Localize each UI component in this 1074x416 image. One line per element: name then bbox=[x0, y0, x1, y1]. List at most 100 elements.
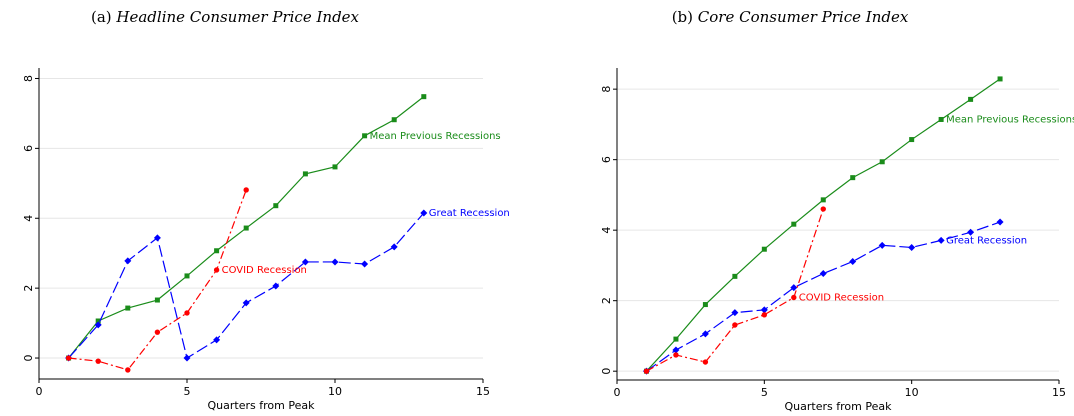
circle-marker bbox=[761, 312, 768, 318]
square-marker bbox=[791, 221, 797, 227]
title-text: Core Consumer Price Index bbox=[698, 8, 909, 26]
y-tick-label: 0 bbox=[600, 368, 613, 375]
circle-marker bbox=[702, 359, 709, 365]
diamond-marker bbox=[124, 257, 132, 265]
series-line bbox=[68, 189, 247, 371]
title-text: Headline Consumer Price Index bbox=[115, 8, 359, 26]
diamond-marker bbox=[272, 282, 280, 290]
diamond-marker bbox=[672, 346, 680, 354]
circle-marker bbox=[673, 352, 679, 358]
series-label: Great Recession bbox=[946, 235, 1027, 246]
square-marker bbox=[332, 164, 338, 170]
chart-panel: (a) Headline Consumer Price Index 0 2 4 6 8 0 5… bbox=[22, 8, 510, 412]
y-tick-label: 6 bbox=[600, 156, 613, 163]
diamond-marker bbox=[760, 306, 768, 314]
diamond-marker bbox=[908, 243, 916, 251]
y-tick-label: 0 bbox=[22, 355, 35, 362]
diamond-marker bbox=[701, 330, 709, 338]
y-tick-label: 2 bbox=[22, 285, 35, 292]
diamond-marker bbox=[213, 336, 221, 344]
circle-marker bbox=[791, 294, 797, 301]
x-tick-label: 10 bbox=[328, 385, 342, 398]
circle-marker bbox=[125, 367, 131, 373]
x-tick-label: 5 bbox=[761, 386, 768, 399]
series-label: Mean Previous Recessions bbox=[370, 131, 501, 142]
square-marker bbox=[968, 96, 974, 102]
y-tick-label: 6 bbox=[22, 145, 35, 152]
square-marker bbox=[850, 175, 856, 181]
series-line bbox=[68, 212, 425, 359]
square-marker bbox=[820, 197, 826, 203]
square-marker bbox=[702, 302, 708, 308]
square-marker bbox=[95, 318, 101, 324]
square-marker bbox=[362, 133, 368, 139]
diamond-marker bbox=[731, 309, 739, 317]
square-marker bbox=[214, 248, 220, 254]
diamond-marker bbox=[94, 321, 102, 329]
series-label: Great Recession bbox=[429, 208, 510, 219]
y-tick-label: 4 bbox=[600, 227, 613, 234]
square-marker bbox=[761, 246, 767, 252]
series-label: COVID Recession bbox=[799, 293, 884, 304]
diamond-marker bbox=[390, 243, 398, 251]
y-tick-label: 8 bbox=[22, 75, 35, 82]
diamond-marker bbox=[849, 258, 857, 266]
diamond-marker bbox=[361, 260, 369, 268]
diamond-marker bbox=[819, 270, 827, 278]
series-label: Mean Previous Recessions bbox=[946, 114, 1074, 125]
square-marker bbox=[879, 159, 885, 165]
x-tick-label: 15 bbox=[476, 385, 490, 398]
diamond-marker bbox=[937, 236, 945, 244]
square-marker bbox=[273, 203, 279, 209]
square-marker bbox=[732, 273, 738, 279]
circle-marker bbox=[213, 267, 220, 273]
diamond-marker bbox=[153, 234, 161, 242]
square-marker bbox=[184, 273, 190, 279]
square-marker bbox=[673, 336, 679, 342]
diamond-marker bbox=[996, 218, 1004, 226]
circle-marker bbox=[820, 206, 826, 212]
diamond-marker bbox=[878, 241, 886, 249]
diamond-marker bbox=[967, 228, 975, 236]
x-axis-label: Quarters from Peak bbox=[208, 399, 316, 412]
square-marker bbox=[154, 297, 160, 303]
chart-panel: (b) Core Consumer Price Index 0 2 4 6 8 0 5 10 15… bbox=[600, 8, 1074, 413]
square-marker bbox=[938, 116, 944, 122]
square-marker bbox=[302, 171, 308, 177]
square-marker bbox=[391, 117, 397, 123]
x-tick-label: 0 bbox=[614, 386, 621, 399]
diamond-marker bbox=[790, 284, 798, 292]
panel-label: (a) bbox=[91, 8, 112, 26]
x-tick-label: 0 bbox=[36, 385, 43, 398]
square-marker bbox=[421, 94, 427, 100]
series-label: COVID Recession bbox=[222, 265, 307, 276]
panel-label: (b) bbox=[672, 8, 693, 26]
panel-title: (a) Headline Consumer Price Index bbox=[91, 8, 360, 26]
circle-marker bbox=[243, 187, 249, 193]
circle-marker bbox=[643, 368, 650, 374]
y-tick-label: 2 bbox=[600, 297, 613, 304]
diamond-marker bbox=[420, 209, 428, 217]
square-marker bbox=[909, 137, 915, 143]
y-tick-label: 4 bbox=[22, 215, 35, 222]
square-marker bbox=[125, 305, 131, 311]
circle-marker bbox=[154, 329, 161, 335]
panel-title: (b) Core Consumer Price Index bbox=[672, 8, 909, 26]
diamond-marker bbox=[331, 258, 339, 266]
series-line bbox=[646, 208, 824, 372]
square-marker bbox=[997, 76, 1003, 82]
x-tick-label: 5 bbox=[184, 385, 191, 398]
x-tick-label: 10 bbox=[905, 386, 919, 399]
diamond-marker bbox=[242, 299, 250, 307]
square-marker bbox=[243, 225, 249, 231]
x-axis-label: Quarters from Peak bbox=[785, 400, 893, 413]
diamond-marker bbox=[301, 258, 309, 266]
circle-marker bbox=[95, 358, 101, 364]
circle-marker bbox=[732, 322, 738, 328]
circle-marker bbox=[65, 355, 72, 361]
y-tick-label: 8 bbox=[600, 86, 613, 93]
diamond-marker bbox=[183, 354, 191, 362]
circle-marker bbox=[184, 310, 190, 316]
x-tick-label: 15 bbox=[1052, 386, 1066, 399]
